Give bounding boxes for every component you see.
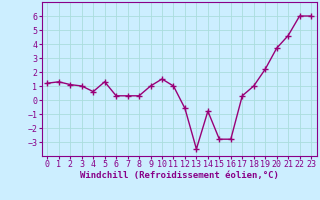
X-axis label: Windchill (Refroidissement éolien,°C): Windchill (Refroidissement éolien,°C) (80, 171, 279, 180)
